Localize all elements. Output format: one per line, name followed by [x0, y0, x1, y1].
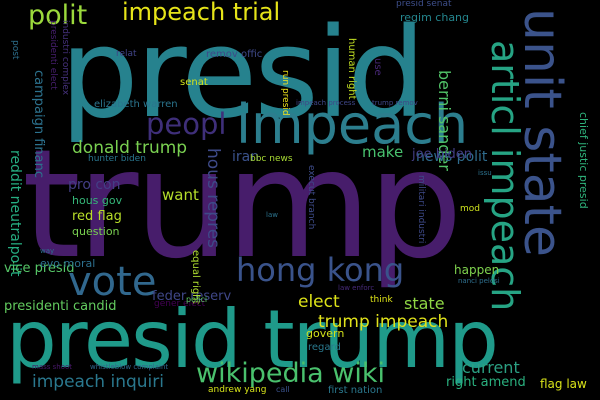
word: reddit neutralpolit — [7, 150, 23, 277]
word: presidenti candid — [4, 299, 117, 314]
word: trump remov — [372, 99, 418, 107]
word: unit state — [512, 8, 572, 258]
word: presidenti elect — [48, 20, 58, 90]
word: andrew yang — [208, 385, 267, 395]
word: iran — [232, 149, 260, 165]
word: industri complex — [60, 20, 70, 96]
word: state — [404, 294, 445, 313]
word: regim chang — [400, 11, 470, 24]
word: equal right — [190, 250, 201, 305]
word: hous gov — [72, 194, 123, 207]
word: first nation — [328, 385, 383, 396]
word: regard — [308, 342, 341, 353]
word: question — [72, 225, 120, 238]
word: human right — [346, 38, 357, 100]
word: news polit — [416, 149, 488, 165]
word: issu — [478, 169, 492, 177]
word: pro con — [68, 177, 121, 193]
word: mass shoot — [32, 363, 73, 371]
word: use — [372, 58, 383, 76]
word: impeach trial — [122, 0, 281, 26]
word: run presid — [280, 70, 290, 116]
word: senat — [180, 77, 208, 88]
word: whistleblow complaint — [90, 363, 169, 371]
word: elect — [298, 292, 340, 312]
word: trump impeach — [318, 312, 449, 332]
word: relat — [116, 49, 137, 59]
word: feder reserv — [152, 289, 232, 304]
word: nanci pelosi — [458, 277, 500, 285]
word: remov offic — [206, 49, 263, 60]
word: call — [276, 385, 290, 394]
word: think — [370, 295, 393, 305]
word: militari industri — [416, 175, 426, 244]
word: happen — [454, 263, 500, 277]
word: post — [10, 40, 20, 60]
word: hong kong — [236, 251, 405, 289]
word: impeach process — [296, 99, 356, 107]
word: presid — [60, 2, 426, 146]
word: make — [362, 143, 404, 161]
word: bbc news — [250, 154, 293, 164]
word: want — [162, 186, 199, 204]
word: current — [462, 358, 520, 377]
word: vote — [68, 259, 157, 305]
word: impeach — [236, 93, 469, 156]
word: flag law — [540, 377, 587, 391]
word: law enforc — [338, 284, 375, 292]
word: govern — [306, 327, 345, 340]
word: red flag — [72, 209, 122, 224]
word: polici — [186, 295, 208, 304]
word: impeach inquiri — [32, 372, 164, 392]
word: gener elect — [154, 299, 206, 309]
word: evo moral — [40, 257, 96, 270]
word: presid senat — [396, 0, 452, 9]
word: elizabeth warren — [94, 99, 178, 110]
word: vice presid — [4, 261, 75, 276]
word: mod — [460, 204, 480, 214]
word: way — [40, 247, 55, 255]
word: wikipedia wiki — [196, 358, 385, 389]
word: presid trump — [6, 293, 499, 386]
word: law — [266, 211, 278, 219]
word: trump — [22, 118, 463, 292]
word: campaign financ — [31, 70, 46, 179]
word: articl impeach — [483, 40, 527, 312]
word: joe biden — [412, 147, 473, 162]
word: hous repres — [203, 148, 223, 249]
word: hunter biden — [88, 154, 146, 164]
word: chief justic presid — [577, 112, 590, 209]
word: berni sander — [435, 70, 454, 171]
word: peopl — [146, 107, 227, 141]
word: donald trump — [72, 138, 188, 158]
word: execut branch — [306, 165, 316, 230]
word: right amend — [446, 375, 526, 390]
word: polit — [28, 0, 88, 31]
